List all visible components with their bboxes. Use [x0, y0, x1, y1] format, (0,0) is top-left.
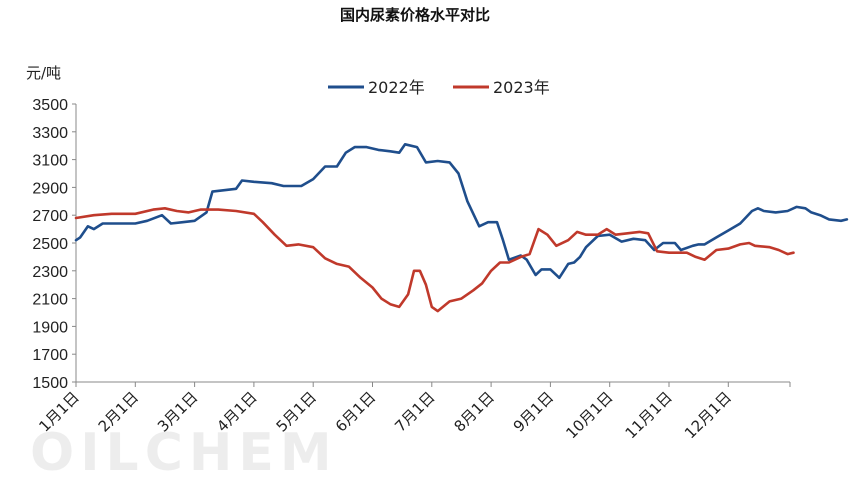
legend: 2022年 2023年: [328, 78, 550, 97]
x-tick-label: 7月1日: [391, 388, 438, 435]
x-tick-label: 6月1日: [332, 388, 379, 435]
axes: [75, 104, 790, 383]
y-tick-label: 2700: [32, 208, 68, 225]
y-tick-label: 1500: [32, 375, 68, 392]
y-tick-label: 1700: [32, 347, 68, 364]
y-tick-label: 2300: [32, 264, 68, 281]
x-tick-label: 10月1日: [562, 388, 616, 442]
y-tick-label: 2900: [32, 180, 68, 197]
y-tick-label: 1900: [32, 319, 68, 336]
series-lines: [74, 143, 849, 313]
x-tick-label: 8月1日: [450, 388, 497, 435]
y-tick-label: 2500: [32, 236, 68, 253]
series-line-b: [74, 207, 795, 313]
y-tick-label: 3500: [32, 97, 68, 114]
watermark-text: OILCHEM: [30, 423, 338, 483]
y-axis-unit-label: 元/吨: [26, 64, 61, 82]
legend-label: 2023年: [493, 78, 550, 97]
series-line-a: [74, 143, 849, 280]
legend-label: 2022年: [368, 78, 425, 97]
x-tick-label: 9月1日: [510, 388, 557, 435]
y-axis-ticks: 1500 1700 1900 2100 2300 2500 2700 2900 3100 3300…: [32, 97, 76, 392]
x-tick-label: 11月1日: [622, 388, 676, 442]
y-tick-label: 3300: [32, 125, 68, 142]
y-tick-label: 3100: [32, 153, 68, 170]
x-tick-label: 12月1日: [681, 388, 735, 442]
chart-title: 国内尿素价格水平对比: [340, 6, 490, 24]
y-tick-label: 2100: [32, 292, 68, 309]
